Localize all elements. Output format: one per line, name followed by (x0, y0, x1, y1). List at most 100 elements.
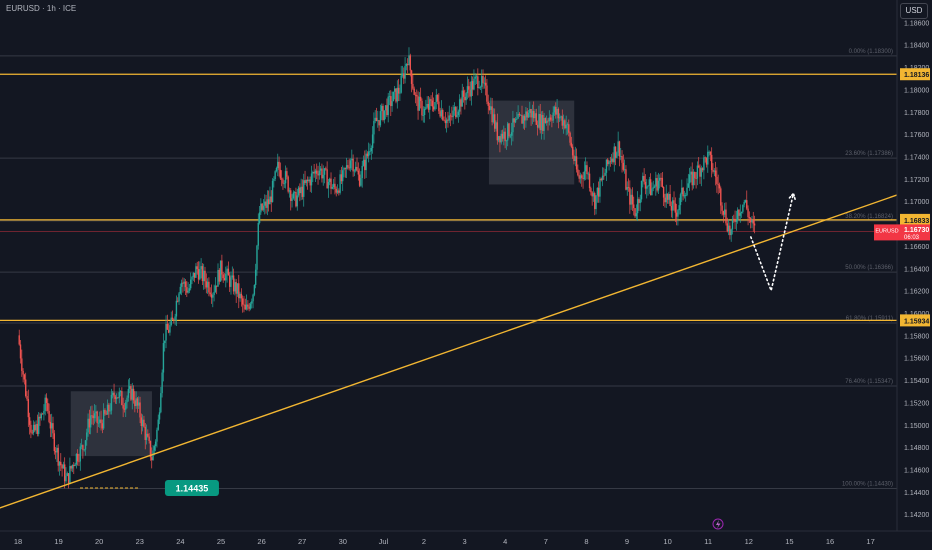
candle-body (326, 169, 328, 189)
candle-body (577, 169, 579, 176)
candle-body (465, 93, 467, 101)
currency-button[interactable]: USD (900, 3, 928, 19)
candle-body (518, 113, 521, 116)
price-axis-tick: 1.15400 (904, 378, 929, 385)
candle-body (264, 201, 266, 206)
projection-arrowhead (788, 191, 796, 200)
candle-body (300, 186, 302, 194)
candle-body (726, 223, 728, 232)
candle-body (405, 64, 408, 67)
candle-body (379, 111, 382, 126)
candle-body (607, 159, 609, 165)
candle-body (612, 158, 614, 163)
candle-body (252, 294, 254, 302)
candle-body (538, 113, 540, 128)
candle-body (739, 213, 741, 216)
candle-body (722, 210, 725, 215)
candle-body (226, 268, 228, 274)
candle-body (730, 229, 732, 236)
candle-body (716, 176, 718, 184)
candle-body (334, 183, 336, 189)
candle-body (48, 410, 50, 422)
candle-body (746, 200, 748, 209)
candle-body (731, 218, 734, 230)
candle-body (160, 393, 162, 413)
candle-body (61, 465, 63, 469)
candle-body (66, 473, 68, 476)
candle-body (269, 196, 271, 205)
fib-level-label: 100.00% (1.14430) (842, 482, 893, 488)
candle-body (89, 415, 92, 428)
candle-body (721, 205, 723, 211)
candle-body (357, 170, 360, 175)
price-axis-tick: 1.17200 (904, 177, 929, 184)
candle-body (170, 317, 172, 326)
fib-level-label: 61.80% (1.15911) (846, 316, 893, 322)
candle-body (696, 165, 699, 179)
candle-body (526, 111, 528, 118)
candle-body (460, 99, 462, 107)
candle-body (153, 446, 156, 451)
candle-body (266, 199, 269, 208)
candle-body (662, 186, 665, 198)
candle-body (235, 282, 237, 294)
candle-body (282, 179, 284, 184)
candle-body (27, 399, 30, 418)
candle-body (659, 177, 661, 181)
low-marker-tag (164, 479, 219, 496)
candle-body (262, 205, 265, 210)
fib-level-label: 0.00% (1.18300) (849, 49, 893, 55)
candle-body (390, 96, 392, 107)
candle-body (727, 225, 730, 232)
time-axis-tick: 26 (257, 537, 265, 546)
candle-body (522, 116, 525, 124)
candle-body (230, 277, 232, 287)
candle-body (388, 96, 391, 97)
candle-body (664, 197, 666, 203)
candle-body (383, 110, 385, 121)
candle-body (594, 193, 596, 210)
candle-body (673, 200, 675, 204)
candle-body (26, 396, 28, 400)
candle-body (387, 96, 389, 116)
key-level-tag (900, 213, 930, 226)
candle-body (351, 158, 353, 161)
candle-body (564, 120, 566, 129)
candle-body (551, 119, 553, 121)
candle-body (38, 416, 40, 434)
candle-body (527, 112, 530, 118)
candle-body (322, 174, 324, 179)
candle-body (297, 187, 300, 196)
candle-body (375, 117, 378, 122)
candle-body (406, 64, 409, 65)
candle-body (749, 218, 752, 223)
candle-body (579, 175, 582, 179)
candle-body (712, 170, 714, 172)
candle-body (360, 178, 362, 186)
candle-body (499, 136, 501, 143)
candle-body (714, 170, 717, 177)
candle-body (469, 89, 471, 97)
candle-body (584, 165, 587, 172)
candle-body (86, 432, 88, 441)
candle-body (468, 86, 470, 90)
candle-body (636, 199, 639, 214)
time-axis-tick: 2 (422, 537, 426, 546)
candle-body (101, 423, 104, 429)
candle-body (678, 205, 680, 211)
candle-body (674, 203, 677, 213)
candle-body (353, 170, 356, 172)
candle-body (414, 94, 417, 96)
candle-body (280, 178, 283, 180)
candle-body (570, 142, 573, 147)
lightning-icon-glyph (716, 520, 721, 529)
candle-body (520, 114, 522, 116)
price-axis-tick: 1.15600 (904, 356, 929, 363)
candle-body (249, 303, 252, 309)
candle-body (575, 156, 578, 170)
candle-body (735, 220, 738, 222)
candle-body (461, 90, 463, 107)
price-axis-tick: 1.17600 (904, 132, 929, 139)
candle-body (58, 461, 61, 466)
